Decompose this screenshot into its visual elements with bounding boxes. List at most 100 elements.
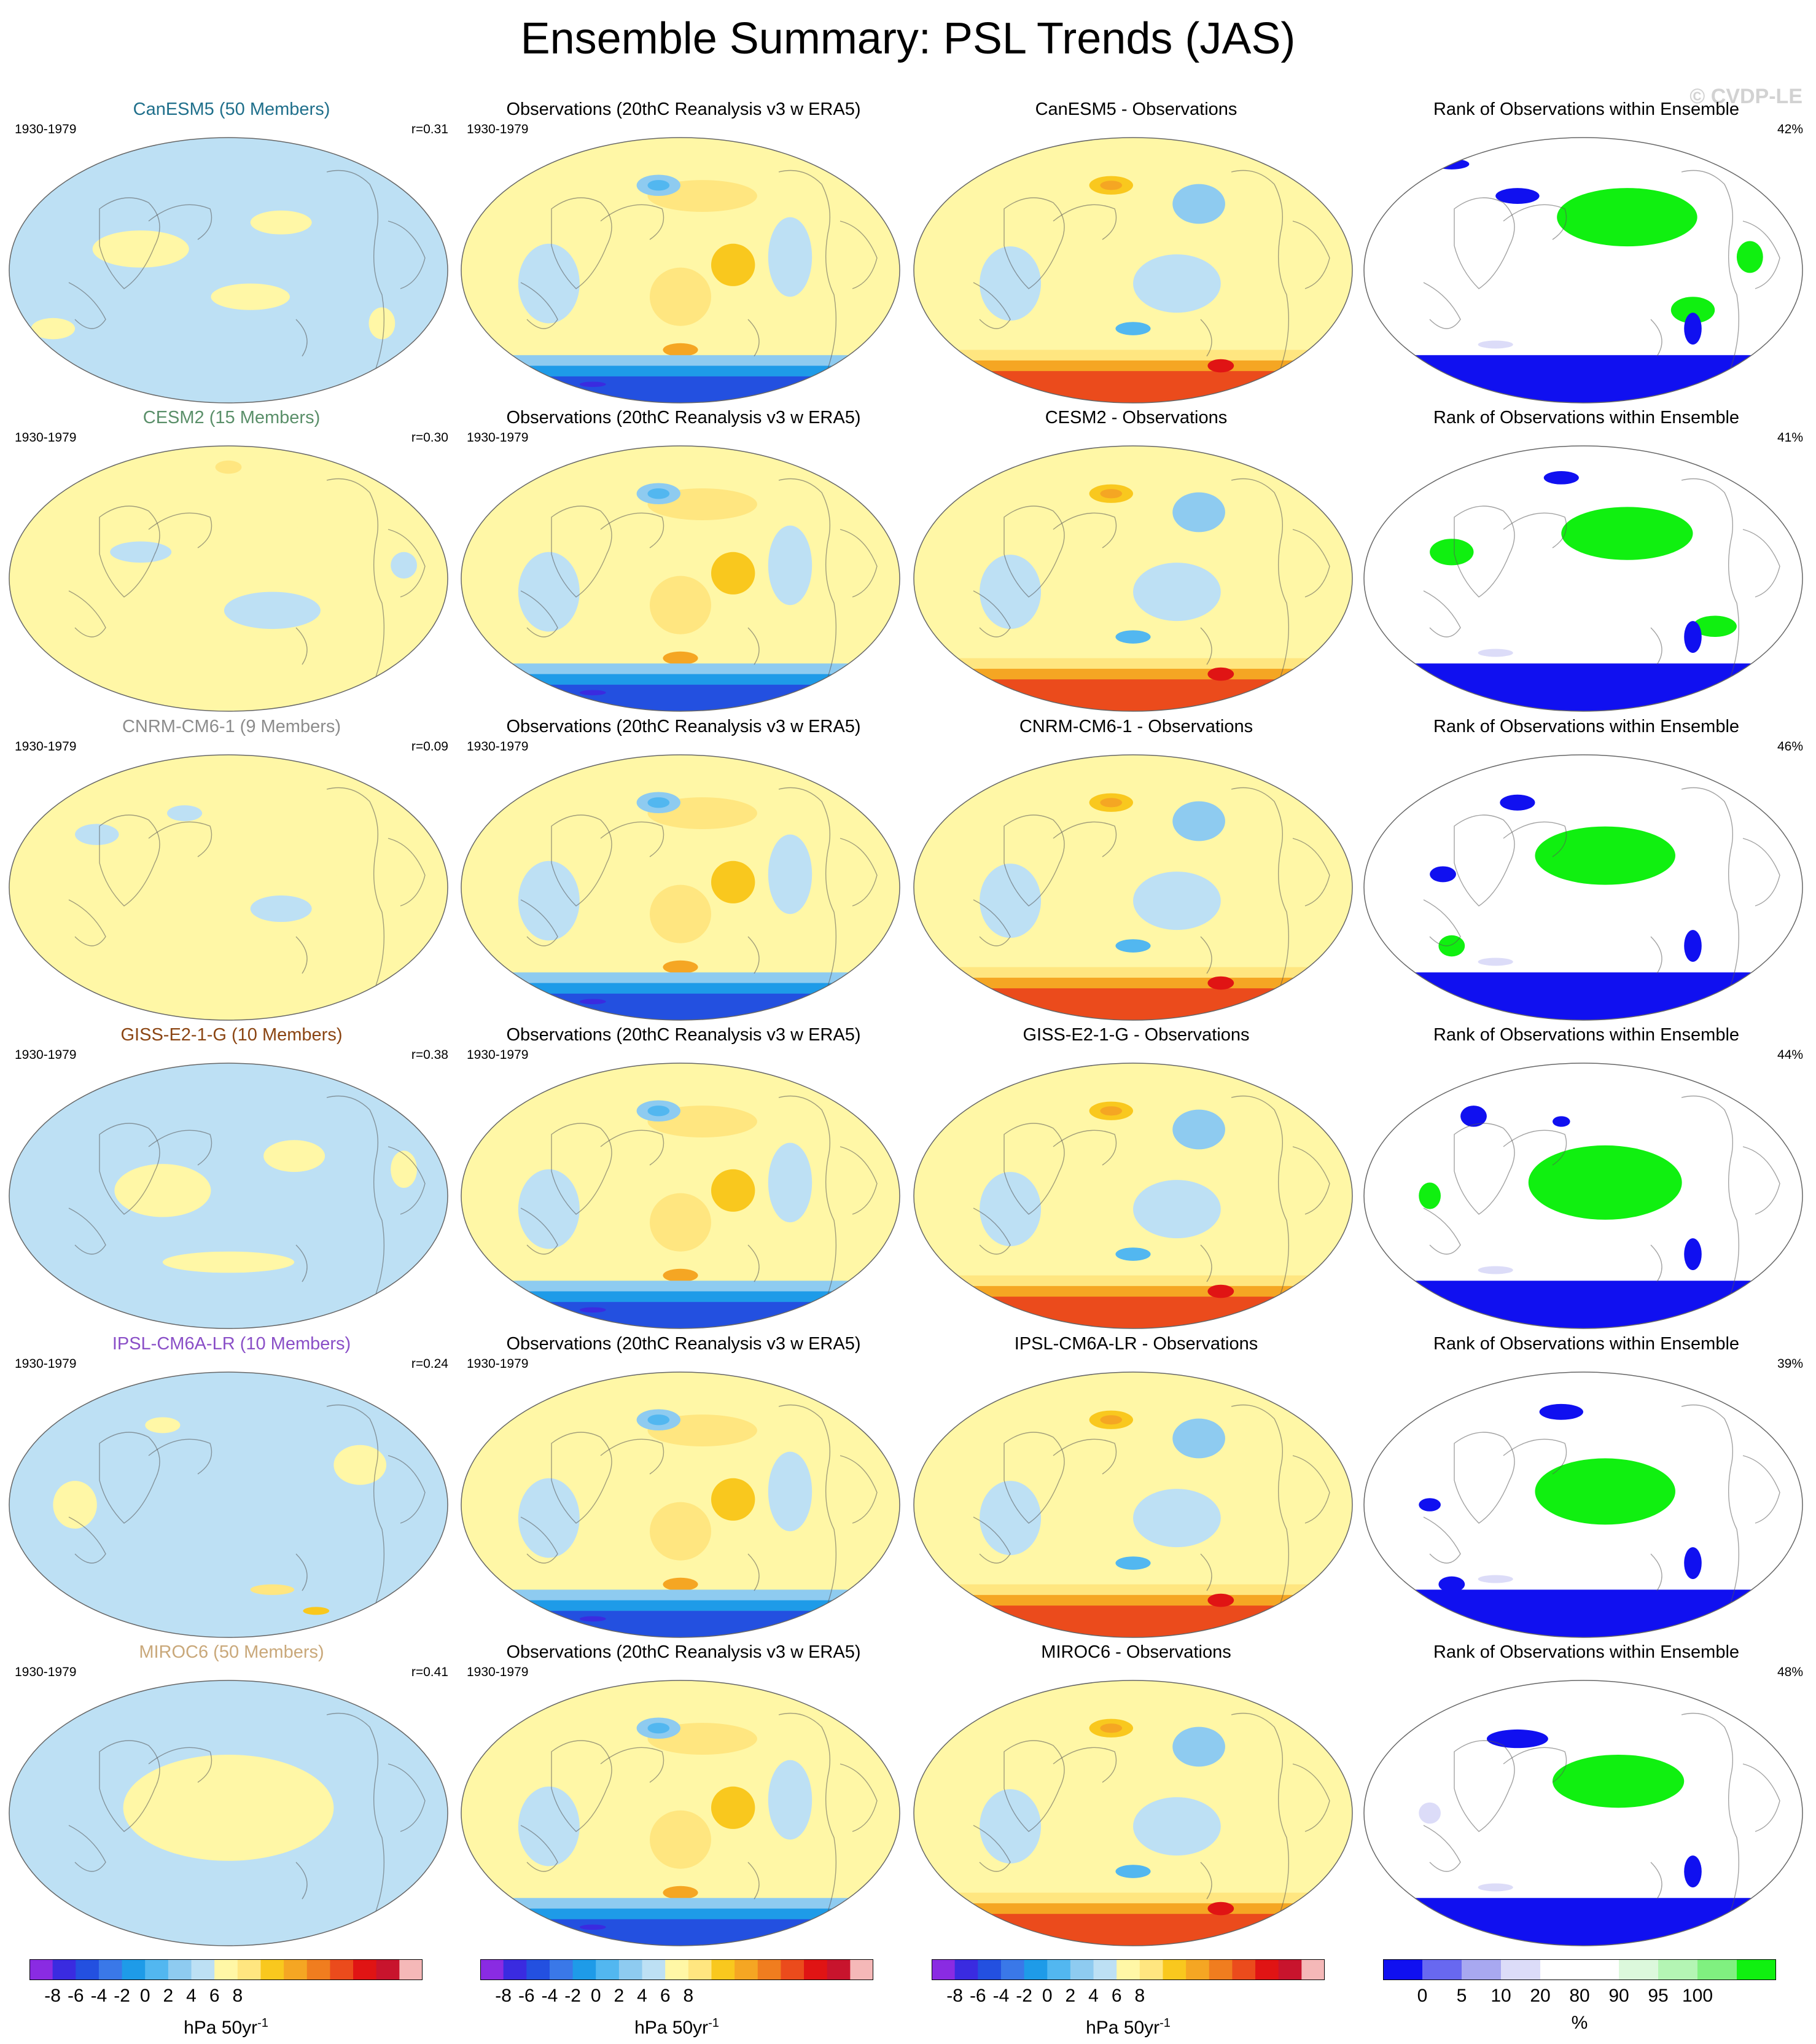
map: [9, 1063, 448, 1329]
panel-title: Rank of Observations within Ensemble: [1433, 99, 1740, 119]
model-trend-panel: CNRM-CM6-1 (9 Members) 1930-1979 r=0.09: [7, 716, 456, 1023]
rank-percent: 41%: [1777, 431, 1803, 445]
panel-title: Observations (20thC Reanalysis v3 w ERA5…: [506, 1025, 861, 1045]
colorbar-swatch: [399, 1959, 423, 1980]
colorbar-tick-label: -6: [67, 1986, 84, 2006]
difference-panel: CanESM5 - Observations: [912, 98, 1360, 405]
observations-panel: Observations (20thC Reanalysis v3 w ERA5…: [459, 1333, 908, 1640]
rank-panel: Rank of Observations within Ensemble 48%: [1362, 1641, 1810, 1948]
colorbar-units: hPa 50yr-1: [1086, 2016, 1171, 2038]
colorbar-swatch: [1462, 1959, 1502, 1980]
colorbar-swatch: [711, 1959, 735, 1980]
colorbar-swatch: [526, 1959, 550, 1980]
panel-title: CNRM-CM6-1 (9 Members): [122, 717, 341, 736]
map: [9, 137, 448, 404]
period-label: 1930-1979: [467, 1357, 529, 1371]
map: [9, 1371, 448, 1638]
panel-title: Rank of Observations within Ensemble: [1433, 1334, 1740, 1354]
colorbar-swatch: [1000, 1959, 1025, 1980]
model-trend-panel: CanESM5 (50 Members) 1930-1979 r=0.31: [7, 98, 456, 405]
colorbar-tick-label: 0: [1042, 1986, 1053, 2006]
colorbar-tick-label: -4: [541, 1986, 558, 2006]
colorbar-swatch: [1501, 1959, 1541, 1980]
map: [461, 1063, 900, 1329]
colorbar-tick-label: 0: [139, 1986, 150, 2006]
colorbar-tick-label: 100: [1682, 1986, 1713, 2006]
colorbar-swatch: [1116, 1959, 1140, 1980]
colorbar-swatch: [1093, 1959, 1117, 1980]
colorbar-swatch: [260, 1959, 284, 1980]
observations-panel: Observations (20thC Reanalysis v3 w ERA5…: [459, 407, 908, 714]
map: [461, 445, 900, 712]
trend-colorbar: -8 -6 -4 -2 0 2 4 6 8 hPa 50yr-1: [932, 1959, 1325, 2039]
map: [461, 137, 900, 404]
colorbar-tick-label: -8: [946, 1986, 963, 2006]
panel-title: CNRM-CM6-1 - Observations: [1019, 717, 1253, 736]
map: [913, 1371, 1353, 1638]
colorbar-swatch: [122, 1959, 146, 1980]
colorbar-swatches: [29, 1959, 423, 1980]
pattern-correlation: r=0.38: [411, 1048, 448, 1062]
rank-percent: 44%: [1777, 1048, 1803, 1062]
map: [461, 1680, 900, 1946]
trend-colorbar: -8 -6 -4 -2 0 2 4 6 8 hPa 50yr-1: [480, 1959, 873, 2039]
map: [9, 445, 448, 712]
colorbar-tick-label: 90: [1608, 1986, 1629, 2006]
panel-title: CESM2 (15 Members): [142, 408, 321, 427]
rank-panel: Rank of Observations within Ensemble 39%: [1362, 1333, 1810, 1640]
colorbar-swatch: [1540, 1959, 1580, 1980]
colorbar-swatch: [1697, 1959, 1737, 1980]
colorbar-tick-label: -8: [495, 1986, 512, 2006]
colorbar-swatch: [572, 1959, 596, 1980]
colorbar-swatch: [29, 1959, 53, 1980]
difference-panel: CNRM-CM6-1 - Observations: [912, 716, 1360, 1023]
colorbar-swatches: [932, 1959, 1325, 1980]
colorbar-tick-label: 5: [1456, 1986, 1467, 2006]
colorbar-swatch: [306, 1959, 330, 1980]
period-label: 1930-1979: [15, 1357, 77, 1371]
colorbar-tick-label: 6: [660, 1986, 671, 2006]
difference-panel: MIROC6 - Observations: [912, 1641, 1360, 1948]
observations-panel: Observations (20thC Reanalysis v3 w ERA5…: [459, 1641, 908, 1948]
rank-panel: Rank of Observations within Ensemble 42%: [1362, 98, 1810, 405]
panel-title: Observations (20thC Reanalysis v3 w ERA5…: [506, 408, 861, 427]
colorbar-swatches: [480, 1959, 873, 1980]
panel-title: Observations (20thC Reanalysis v3 w ERA5…: [506, 99, 861, 119]
colorbar-swatch: [376, 1959, 400, 1980]
colorbar-swatch: [1619, 1959, 1659, 1980]
colorbar-swatch: [1422, 1959, 1462, 1980]
colorbar-swatch: [284, 1959, 308, 1980]
colorbar-tick-label: 80: [1569, 1986, 1590, 2006]
colorbar-tick-label: 8: [683, 1986, 694, 2006]
colorbar-tick-label: -2: [564, 1986, 581, 2006]
colorbar-tick-label: -4: [90, 1986, 107, 2006]
period-label: 1930-1979: [467, 1665, 529, 1679]
period-label: 1930-1979: [15, 739, 77, 754]
colorbar-swatch: [1047, 1959, 1071, 1980]
colorbar-swatch: [804, 1959, 828, 1980]
rank-panel: Rank of Observations within Ensemble 44%: [1362, 1024, 1810, 1331]
map: [1363, 1680, 1803, 1946]
colorbar-swatch: [735, 1959, 758, 1980]
map: [1363, 137, 1803, 404]
colorbar-tick-label: 8: [232, 1986, 243, 2006]
colorbar-tick-label: -4: [992, 1986, 1010, 2006]
colorbar-tick-label: 2: [163, 1986, 174, 2006]
map: [9, 754, 448, 1021]
rank-panel: Rank of Observations within Ensemble 41%: [1362, 407, 1810, 714]
map: [461, 1371, 900, 1638]
colorbar-swatch: [145, 1959, 169, 1980]
colorbar-tick-label: 2: [1065, 1986, 1076, 2006]
colorbar-swatch: [1301, 1959, 1325, 1980]
period-label: 1930-1979: [15, 122, 77, 136]
colorbar-swatch: [954, 1959, 978, 1980]
colorbar-swatch: [168, 1959, 192, 1980]
pattern-correlation: r=0.09: [411, 739, 448, 754]
colorbar-swatch: [353, 1959, 377, 1980]
colorbar-units: hPa 50yr-1: [634, 2016, 719, 2038]
rank-percent: 48%: [1777, 1665, 1803, 1679]
pattern-correlation: r=0.24: [411, 1357, 448, 1371]
observations-panel: Observations (20thC Reanalysis v3 w ERA5…: [459, 1024, 908, 1331]
colorbar-swatch: [688, 1959, 712, 1980]
period-label: 1930-1979: [467, 1048, 529, 1062]
